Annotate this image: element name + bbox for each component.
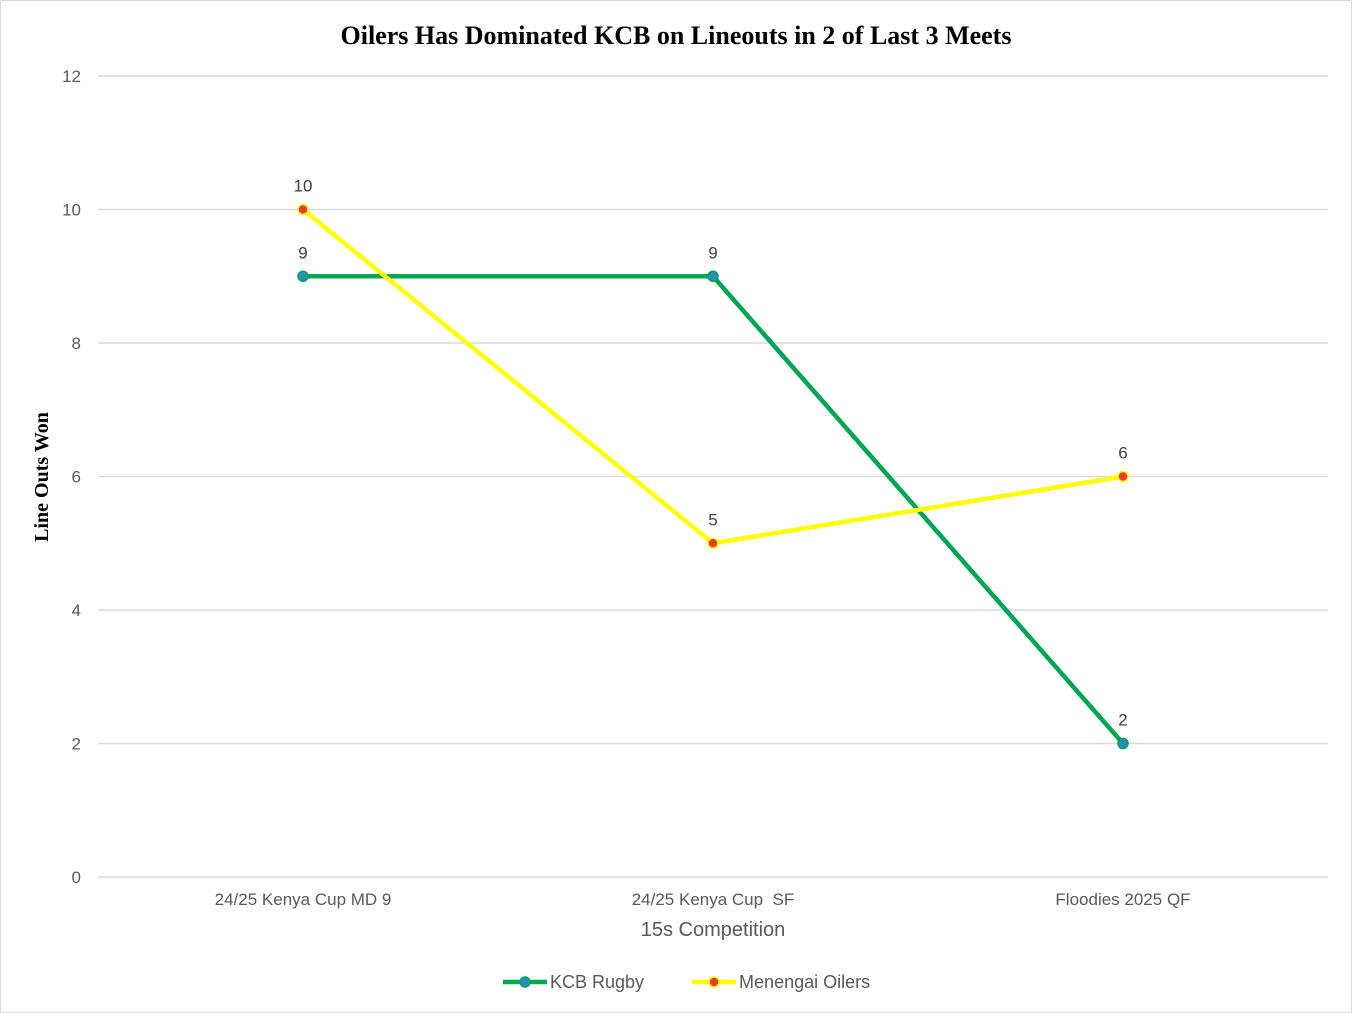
gridlines bbox=[98, 75, 1328, 878]
x-tick-label: 24/25 Kenya Cup MD 9 bbox=[215, 890, 392, 909]
data-label: 6 bbox=[1118, 444, 1127, 463]
y-axis-title: Line Outs Won bbox=[31, 412, 53, 542]
data-labels: 9 9 2 10 5 6 bbox=[294, 177, 1128, 730]
y-tick-label: 10 bbox=[62, 201, 81, 220]
legend-label: KCB Rugby bbox=[550, 972, 644, 992]
data-point bbox=[297, 203, 309, 216]
data-point bbox=[707, 270, 719, 282]
data-point bbox=[707, 537, 719, 549]
y-tick-label: 12 bbox=[62, 67, 81, 86]
legend-marker bbox=[519, 976, 531, 988]
y-tick-label: 6 bbox=[72, 468, 81, 487]
data-label: 2 bbox=[1118, 711, 1127, 730]
legend: KCB Rugby Menengai Oilers bbox=[503, 972, 870, 992]
data-point bbox=[297, 270, 309, 282]
data-point bbox=[1117, 470, 1129, 483]
x-axis-ticks: 24/25 Kenya Cup MD 9 24/25 Kenya Cup SF Fl… bbox=[215, 890, 1191, 909]
y-tick-label: 4 bbox=[72, 601, 81, 620]
legend-marker bbox=[708, 976, 720, 988]
legend-label: Menengai Oilers bbox=[739, 972, 870, 992]
y-tick-label: 8 bbox=[72, 334, 81, 353]
data-label: 9 bbox=[298, 243, 307, 262]
chart-title: Oilers Has Dominated KCB on Lineouts in … bbox=[341, 21, 1012, 50]
y-tick-label: 0 bbox=[72, 868, 81, 887]
x-tick-label: Floodies 2025 QF bbox=[1055, 890, 1190, 909]
data-label: 10 bbox=[294, 177, 313, 196]
data-point bbox=[1117, 737, 1129, 750]
series-markers bbox=[297, 203, 1129, 750]
y-tick-label: 2 bbox=[72, 735, 81, 754]
data-label: 9 bbox=[708, 243, 717, 262]
y-axis-ticks: 0 2 4 6 8 10 12 bbox=[62, 67, 81, 887]
x-axis-title: 15s Competition bbox=[641, 919, 786, 941]
x-tick-label: 24/25 Kenya Cup SF bbox=[632, 890, 795, 909]
data-label: 5 bbox=[708, 510, 717, 529]
